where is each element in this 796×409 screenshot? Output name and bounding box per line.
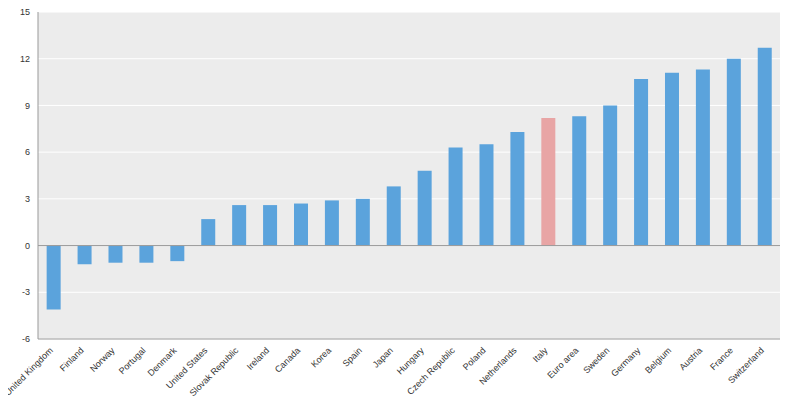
svg-text:Netherlands: Netherlands xyxy=(477,345,519,387)
svg-text:Korea: Korea xyxy=(309,345,333,369)
svg-text:Norway: Norway xyxy=(88,345,117,374)
svg-text:Ireland: Ireland xyxy=(245,345,272,372)
svg-text:Canada: Canada xyxy=(273,345,302,374)
svg-text:Denmark: Denmark xyxy=(145,345,179,379)
svg-text:Finland: Finland xyxy=(58,345,86,373)
svg-text:Japan: Japan xyxy=(371,345,395,369)
svg-text:-3: -3 xyxy=(22,287,30,297)
svg-text:Germany: Germany xyxy=(609,345,643,379)
svg-text:12: 12 xyxy=(20,54,30,64)
svg-text:Sweden: Sweden xyxy=(581,345,611,375)
svg-text:Hungary: Hungary xyxy=(395,345,426,376)
svg-text:Spain: Spain xyxy=(341,345,364,368)
svg-text:Euro area: Euro area xyxy=(545,345,580,380)
svg-text:United States: United States xyxy=(164,345,210,391)
svg-text:Belgium: Belgium xyxy=(643,345,673,375)
svg-text:Portugal: Portugal xyxy=(117,345,148,376)
svg-text:15: 15 xyxy=(20,8,30,17)
svg-text:Austria: Austria xyxy=(677,345,704,372)
svg-text:United Kingdom: United Kingdom xyxy=(8,345,55,397)
svg-text:Poland: Poland xyxy=(461,345,488,372)
svg-text:-6: -6 xyxy=(22,334,30,344)
svg-text:0: 0 xyxy=(25,241,30,251)
svg-text:Italy: Italy xyxy=(531,345,550,364)
svg-text:Slovak Republic: Slovak Republic xyxy=(188,345,241,398)
svg-text:France: France xyxy=(708,345,735,372)
svg-text:9: 9 xyxy=(25,101,30,111)
svg-text:3: 3 xyxy=(25,194,30,204)
svg-text:Czech Republic: Czech Republic xyxy=(405,345,457,397)
svg-text:Switzerland: Switzerland xyxy=(726,345,766,385)
svg-text:6: 6 xyxy=(25,147,30,157)
